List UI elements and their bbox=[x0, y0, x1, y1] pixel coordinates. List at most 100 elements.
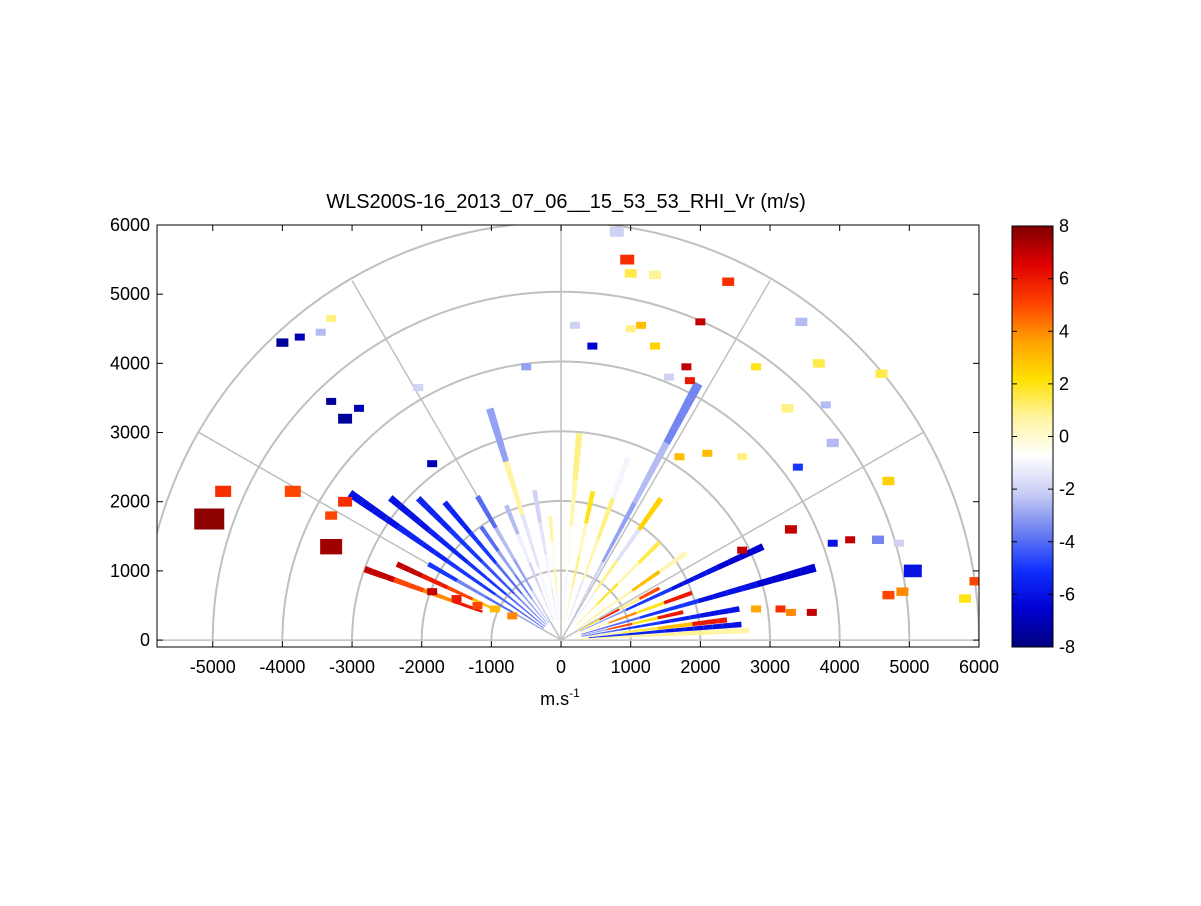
velocity-gate bbox=[626, 536, 636, 547]
velocity-gate bbox=[400, 579, 410, 588]
velocity-gate bbox=[583, 599, 591, 608]
velocity-gate bbox=[395, 561, 405, 570]
velocity-gate bbox=[516, 533, 523, 543]
velocity-gate bbox=[569, 514, 575, 527]
velocity-gate bbox=[536, 514, 543, 523]
velocity-gate bbox=[475, 539, 485, 550]
velocity-gate bbox=[674, 627, 685, 632]
velocity-gate bbox=[587, 631, 595, 635]
velocity-gate bbox=[479, 525, 488, 534]
velocity-gate bbox=[601, 622, 609, 627]
velocity-cell bbox=[882, 590, 895, 600]
velocity-gate bbox=[644, 633, 656, 638]
velocity-gate bbox=[684, 590, 693, 598]
velocity-gate bbox=[671, 411, 687, 430]
velocity-cell bbox=[326, 397, 337, 405]
velocity-gate bbox=[607, 497, 616, 510]
plot-area-background bbox=[157, 225, 979, 647]
velocity-gate bbox=[670, 617, 681, 623]
velocity-gate bbox=[656, 601, 665, 607]
velocity-gate bbox=[703, 624, 714, 630]
velocity-gate bbox=[670, 611, 678, 617]
velocity-gate bbox=[512, 558, 520, 568]
velocity-gate bbox=[668, 603, 685, 612]
velocity-gate bbox=[588, 636, 599, 639]
velocity-gate bbox=[407, 582, 418, 590]
velocity-cell bbox=[785, 608, 796, 616]
velocity-cell bbox=[795, 317, 808, 327]
velocity-gate bbox=[632, 561, 640, 570]
velocity-gate bbox=[644, 574, 654, 583]
velocity-gate bbox=[455, 515, 466, 527]
colorbar-tick-label: 2 bbox=[1059, 374, 1069, 394]
velocity-gate bbox=[588, 635, 598, 638]
velocity-gate bbox=[550, 606, 556, 621]
velocity-gate bbox=[581, 629, 596, 635]
velocity-gate bbox=[572, 468, 579, 481]
velocity-cell bbox=[624, 269, 637, 278]
velocity-gate bbox=[655, 441, 670, 460]
velocity-cell bbox=[325, 511, 338, 520]
velocity-cell bbox=[896, 587, 909, 596]
velocity-gate bbox=[651, 570, 661, 578]
velocity-gate bbox=[508, 550, 516, 560]
velocity-gate bbox=[553, 603, 557, 612]
velocity-gate bbox=[481, 546, 492, 557]
velocity-gate bbox=[718, 617, 728, 624]
velocity-cell bbox=[587, 342, 598, 350]
y-tick-label: 5000 bbox=[110, 284, 150, 304]
velocity-gate bbox=[507, 511, 515, 521]
velocity-gate bbox=[568, 526, 573, 539]
velocity-gate bbox=[580, 531, 587, 540]
velocity-gate bbox=[602, 636, 614, 639]
x-tick-label: -5000 bbox=[190, 657, 236, 677]
velocity-gate bbox=[558, 612, 560, 620]
velocity-gate bbox=[509, 568, 517, 576]
velocity-gate bbox=[588, 490, 596, 500]
velocity-gate bbox=[709, 609, 721, 617]
velocity-gate bbox=[643, 592, 651, 598]
velocity-cell bbox=[903, 564, 922, 578]
velocity-cell bbox=[959, 594, 972, 603]
velocity-gate bbox=[663, 598, 672, 605]
velocity-cell bbox=[775, 605, 786, 613]
velocity-gate bbox=[414, 570, 424, 578]
velocity-gate bbox=[465, 594, 474, 601]
velocity-cell bbox=[620, 254, 635, 265]
velocity-gate bbox=[574, 589, 581, 601]
velocity-gate bbox=[472, 552, 484, 564]
velocity-cell bbox=[781, 404, 794, 413]
velocity-gate bbox=[596, 528, 604, 540]
velocity-gate bbox=[568, 595, 572, 604]
velocity-gate bbox=[427, 576, 436, 584]
velocity-gate bbox=[614, 631, 624, 635]
velocity-gate bbox=[521, 593, 529, 602]
velocity-cell bbox=[194, 508, 225, 530]
velocity-gate bbox=[556, 593, 559, 601]
velocity-gate bbox=[531, 569, 537, 578]
velocity-gate bbox=[601, 630, 612, 634]
velocity-gate bbox=[363, 566, 374, 575]
velocity-gate bbox=[663, 613, 671, 619]
velocity-gate bbox=[480, 560, 492, 571]
velocity-gate bbox=[505, 584, 515, 595]
velocity-gate bbox=[555, 587, 558, 594]
velocity-gate bbox=[607, 634, 618, 637]
velocity-gate bbox=[498, 447, 509, 463]
velocity-gate bbox=[554, 574, 557, 581]
velocity-gate bbox=[657, 614, 665, 620]
velocity-gate bbox=[665, 560, 675, 569]
x-tick-label: -2000 bbox=[399, 657, 445, 677]
velocity-gate bbox=[482, 584, 497, 596]
velocity-gate bbox=[533, 497, 540, 507]
x-axis-label-exponent: -1 bbox=[569, 686, 580, 700]
velocity-gate bbox=[639, 612, 655, 619]
y-tick-label: 0 bbox=[140, 630, 150, 650]
velocity-cell bbox=[845, 536, 856, 544]
velocity-gate bbox=[727, 628, 739, 634]
velocity-gate bbox=[565, 572, 569, 585]
velocity-gate bbox=[588, 591, 596, 601]
velocity-gate bbox=[623, 602, 631, 608]
velocity-gate bbox=[704, 565, 719, 576]
velocity-gate bbox=[582, 569, 588, 581]
